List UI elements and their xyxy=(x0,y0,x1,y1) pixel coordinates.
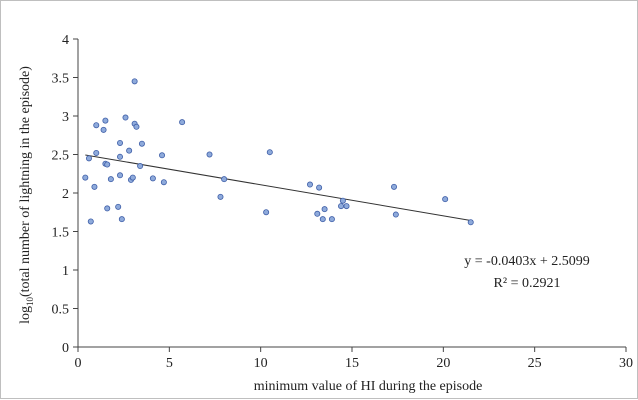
data-point xyxy=(149,175,156,182)
y-tick-label: 1 xyxy=(62,264,69,279)
data-point xyxy=(129,174,136,181)
x-axis-title: minimum value of HI during the episode xyxy=(254,379,483,394)
data-point xyxy=(118,216,125,223)
data-point xyxy=(314,210,321,217)
data-point xyxy=(126,147,133,154)
data-point xyxy=(319,216,326,223)
data-point xyxy=(93,149,100,156)
y-tick-label: 2 xyxy=(62,187,69,202)
data-point xyxy=(91,183,98,190)
y-tick-label: 1.5 xyxy=(52,226,70,241)
data-point xyxy=(100,126,107,133)
data-point xyxy=(159,152,166,159)
data-point xyxy=(391,183,398,190)
data-point xyxy=(122,114,129,121)
data-point xyxy=(117,153,124,160)
data-point xyxy=(137,163,144,170)
data-point xyxy=(316,184,323,191)
y-tick-label: 0 xyxy=(62,341,69,356)
y-axis-title-subscript: 10 xyxy=(25,297,35,307)
trendline-equation: y = -0.0403x + 2.5099 xyxy=(464,254,589,269)
data-point xyxy=(328,216,335,223)
data-point xyxy=(442,196,449,203)
data-point xyxy=(93,122,100,129)
data-point xyxy=(104,161,111,168)
tick-marks: 0 5 10 15 20 25 30 0 0.5 1 1.5 2 2.5 3 3.5 4 xyxy=(52,33,634,371)
data-point xyxy=(82,174,89,181)
data-point xyxy=(206,151,213,158)
data-point xyxy=(467,219,474,226)
y-tick-label: 3.5 xyxy=(52,72,70,87)
x-tick-label: 20 xyxy=(436,356,450,371)
y-axis-title-suffix: (total number of lightning in the episod… xyxy=(18,66,33,297)
y-tick-label: 2.5 xyxy=(52,149,70,164)
x-tick-label: 30 xyxy=(619,356,633,371)
x-tick-label: 15 xyxy=(345,356,359,371)
r-squared-label: R² = 0.2921 xyxy=(494,276,561,291)
y-tick-label: 0.5 xyxy=(52,303,70,318)
data-point xyxy=(160,179,167,186)
data-point xyxy=(117,139,124,146)
x-tick-label: 5 xyxy=(166,356,173,371)
trendline-group xyxy=(85,154,471,221)
y-axis-title: log10(total number of lightning in the e… xyxy=(18,66,35,324)
data-point xyxy=(85,155,92,162)
data-point xyxy=(133,123,140,130)
axes xyxy=(77,39,626,348)
y-axis-title-prefix: log xyxy=(18,306,33,324)
data-point xyxy=(179,119,186,126)
data-point xyxy=(306,181,313,188)
data-point xyxy=(102,117,109,124)
data-point xyxy=(392,211,399,218)
data-point xyxy=(263,209,270,216)
data-point xyxy=(87,218,94,225)
data-point xyxy=(266,149,273,156)
x-tick-label: 0 xyxy=(75,356,82,371)
data-point xyxy=(138,140,145,147)
x-tick-label: 25 xyxy=(528,356,542,371)
data-point xyxy=(221,176,228,183)
data-point xyxy=(131,78,138,85)
y-tick-label: 3 xyxy=(62,110,69,125)
data-point xyxy=(117,172,124,179)
data-points xyxy=(82,78,474,226)
y-tick-label: 4 xyxy=(62,33,69,48)
data-point xyxy=(115,203,122,210)
trendline xyxy=(85,154,471,221)
data-point xyxy=(338,203,345,210)
data-point xyxy=(321,206,328,213)
data-point xyxy=(104,205,111,212)
data-point xyxy=(343,203,350,210)
data-point xyxy=(339,197,346,204)
data-point xyxy=(107,176,114,183)
data-point xyxy=(217,193,224,200)
x-tick-label: 10 xyxy=(254,356,268,371)
